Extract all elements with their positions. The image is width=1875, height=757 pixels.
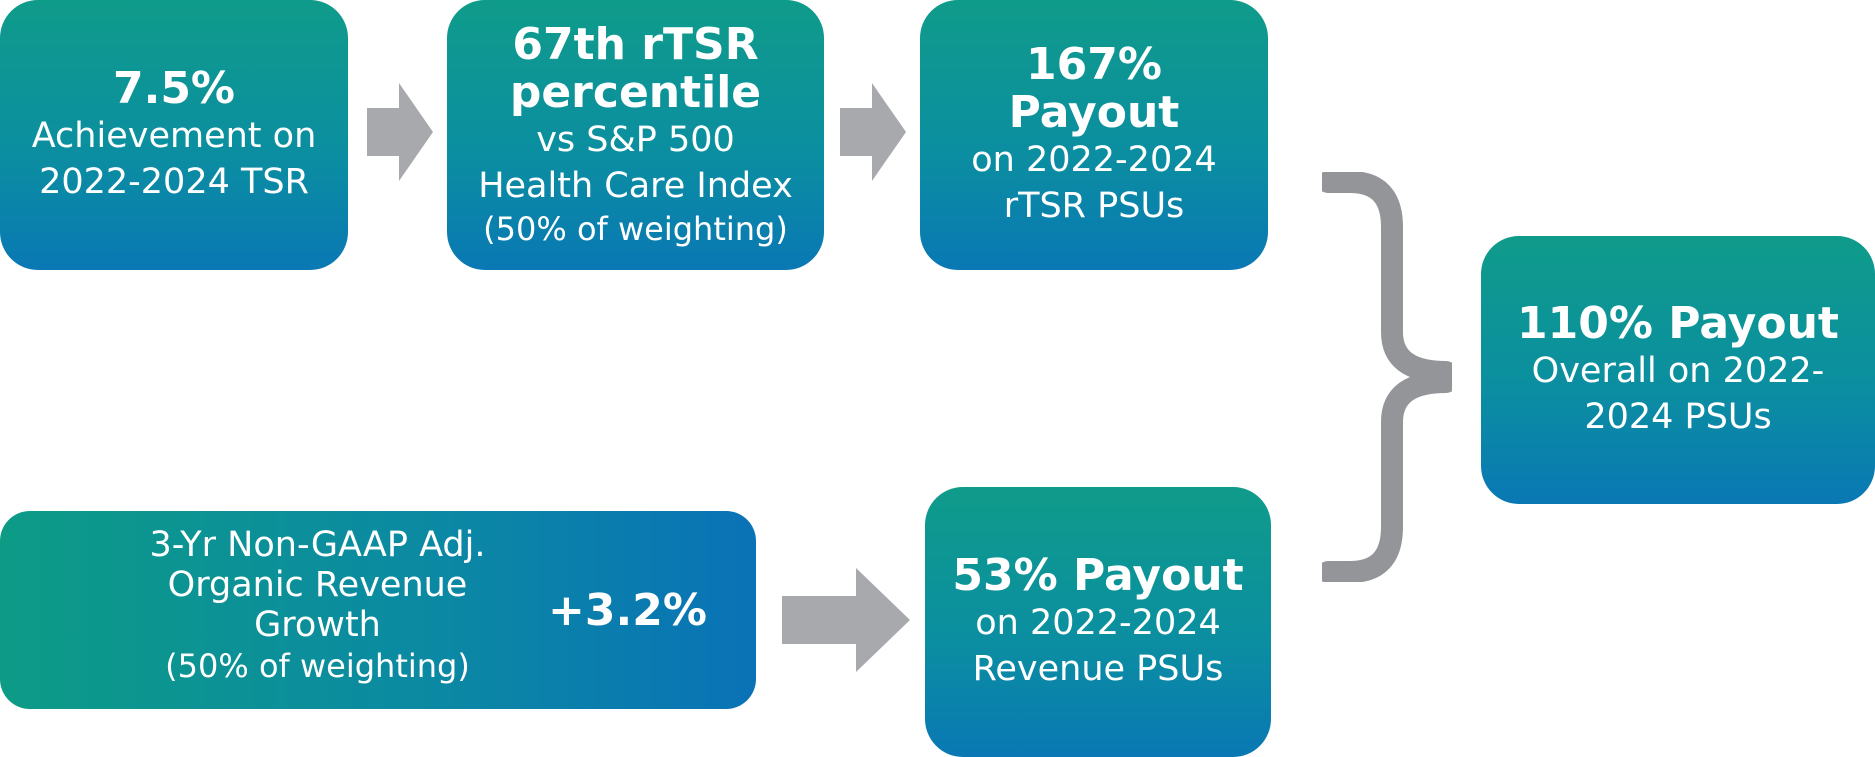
rtsr-payout-line2: rTSR PSUs [1003,186,1185,226]
rtsr-percentile-line3: (50% of weighting) [483,210,788,248]
rtsr-percentile-line1: vs S&P 500 [536,120,735,160]
overall-payout-headline: 110% Payout [1517,298,1839,349]
revenue-growth-box: 3-Yr Non-GAAP Adj. Organic Revenue Growt… [0,511,756,709]
tsr-achievement-line1: Achievement on [31,116,317,156]
rtsr-payout-headline1: 167% [1026,39,1162,90]
right-arrow-icon [840,83,906,181]
overall-payout-box: 110% Payout Overall on 2022- 2024 PSUs [1481,236,1875,504]
rtsr-percentile-headline1: 67th rTSR [512,19,759,70]
revenue-growth-value: +3.2% [548,585,707,636]
rtsr-percentile-box: 67th rTSR percentile vs S&P 500 Health C… [447,0,824,270]
overall-payout-line2: 2024 PSUs [1584,397,1772,437]
rtsr-percentile-headline2: percentile [509,67,762,118]
revenue-growth-line4: (50% of weighting) [165,647,470,685]
rtsr-percentile-line2: Health Care Index [478,166,793,206]
revenue-payout-box: 53% Payout on 2022-2024 Revenue PSUs [925,487,1271,757]
revenue-payout-line1: on 2022-2024 [975,603,1221,643]
right-arrow-icon [782,568,910,672]
right-arrow-icon [367,83,433,181]
revenue-growth-line2: Organic Revenue [167,565,468,605]
tsr-achievement-line2: 2022-2024 TSR [39,162,309,202]
revenue-growth-label-group: 3-Yr Non-GAAP Adj. Organic Revenue Growt… [140,525,495,687]
revenue-payout-line2: Revenue PSUs [972,649,1224,689]
revenue-growth-line1: 3-Yr Non-GAAP Adj. [149,525,486,565]
overall-payout-line1: Overall on 2022- [1531,351,1825,391]
tsr-achievement-box: 7.5% Achievement on 2022-2024 TSR [0,0,348,270]
tsr-achievement-value: 7.5% [112,63,236,114]
revenue-growth-line3: Growth [254,605,381,645]
rtsr-payout-box: 167% Payout on 2022-2024 rTSR PSUs [920,0,1268,270]
right-brace-icon [1322,172,1452,582]
revenue-payout-headline: 53% Payout [952,550,1244,601]
rtsr-payout-line1: on 2022-2024 [971,140,1217,180]
rtsr-payout-headline2: Payout [1008,87,1180,138]
